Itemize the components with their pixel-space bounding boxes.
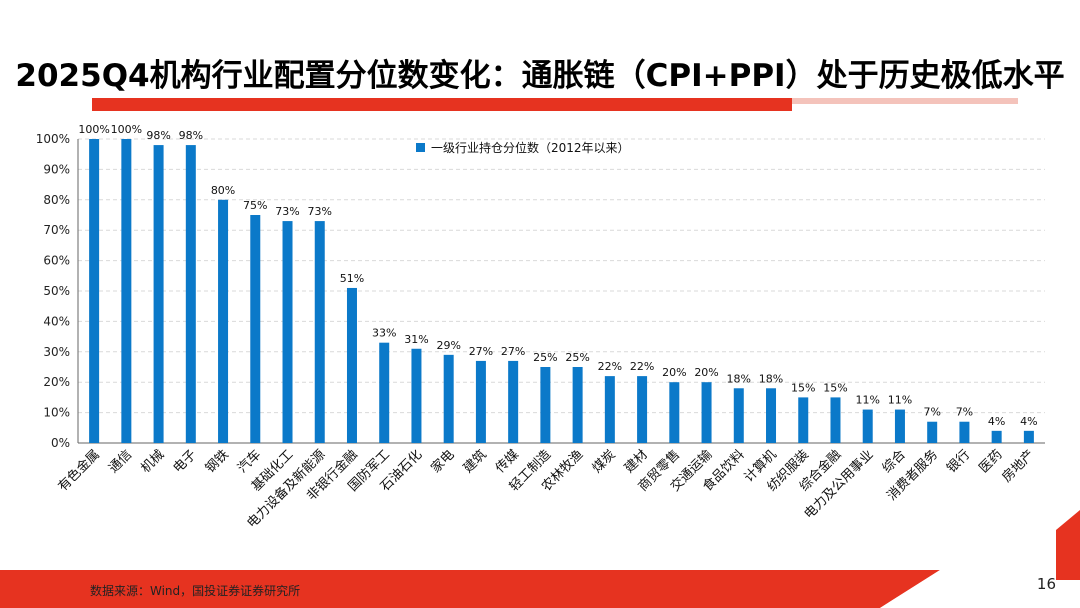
bar [379, 342, 390, 443]
y-tick-label: 20% [43, 375, 70, 389]
data-label: 7% [956, 406, 973, 419]
bar [894, 409, 905, 443]
bar [508, 360, 519, 443]
x-tick-label: 钢铁 [203, 447, 232, 476]
data-label: 33% [372, 327, 396, 340]
y-tick-label: 40% [43, 314, 70, 328]
source-note: 数据来源：Wind，国投证券证券研究所 [90, 584, 301, 598]
y-tick-label: 0% [51, 436, 70, 450]
data-label: 20% [694, 366, 718, 379]
x-tick-label: 电子 [171, 447, 200, 476]
y-tick-label: 10% [43, 406, 70, 420]
y-tick-label: 80% [43, 193, 70, 207]
data-label: 29% [436, 339, 460, 352]
data-label: 25% [533, 351, 557, 364]
bar [991, 430, 1002, 443]
page-title: 2025Q4机构行业配置分位数变化：通胀链（CPI+PPI）处于历史极低水平 [15, 58, 1065, 94]
page-number: 16 [1036, 575, 1056, 593]
bar [89, 139, 100, 443]
bar [250, 215, 261, 443]
bar [572, 367, 583, 443]
data-label: 11% [855, 394, 879, 407]
x-tick-label: 汽车 [234, 447, 264, 477]
footer-band [0, 570, 1080, 608]
data-label: 18% [759, 372, 783, 385]
bar [282, 221, 293, 443]
y-tick-label: 90% [43, 162, 70, 176]
data-label: 22% [630, 360, 654, 373]
bar [766, 388, 777, 443]
data-label: 4% [1020, 415, 1037, 428]
x-tick-label: 房地产 [999, 447, 1038, 486]
data-label: 25% [565, 351, 589, 364]
data-label: 7% [923, 406, 940, 419]
data-label: 75% [243, 199, 267, 212]
data-label: 98% [179, 129, 203, 142]
x-tick-label: 有色金属 [55, 447, 103, 495]
bar [1023, 430, 1034, 443]
data-label: 73% [275, 205, 299, 218]
bar [314, 221, 325, 443]
bar [443, 354, 454, 443]
bar [669, 382, 680, 443]
bar [121, 139, 132, 443]
bar [185, 145, 196, 443]
bar [540, 367, 551, 443]
bar [218, 199, 229, 443]
bar [959, 421, 970, 443]
y-tick-label: 50% [43, 284, 70, 298]
x-tick-label: 家电 [428, 447, 458, 477]
title-underline-light [792, 98, 1018, 104]
data-label: 80% [211, 184, 235, 197]
data-label: 15% [823, 381, 847, 394]
corner-decoration [1056, 510, 1080, 580]
y-tick-label: 60% [43, 254, 70, 268]
x-tick-label: 煤炭 [590, 447, 619, 476]
data-label: 4% [988, 415, 1005, 428]
bar [830, 397, 841, 443]
bar [153, 145, 164, 443]
bar [411, 348, 422, 443]
x-tick-label: 通信 [106, 447, 135, 476]
bar [862, 409, 873, 443]
y-tick-label: 100% [36, 132, 70, 146]
data-label: 15% [791, 381, 815, 394]
x-tick-label: 机械 [138, 447, 167, 476]
data-label: 27% [469, 345, 493, 358]
legend-label: 一级行业持仓分位数（2012年以来） [431, 140, 630, 155]
data-label: 51% [340, 272, 364, 285]
bar [604, 376, 615, 443]
data-label: 18% [727, 372, 751, 385]
bar [798, 397, 809, 443]
legend-swatch [416, 143, 425, 152]
bar-chart: 0%10%20%30%40%50%60%70%80%90%100%100%有色金… [36, 125, 1045, 531]
data-label: 73% [308, 205, 332, 218]
x-tick-label: 建筑 [460, 447, 490, 477]
x-tick-label: 银行 [944, 447, 973, 476]
y-tick-label: 30% [43, 345, 70, 359]
bar [927, 421, 938, 443]
bar [701, 382, 712, 443]
y-tick-label: 70% [43, 223, 70, 237]
data-label: 22% [598, 360, 622, 373]
data-label: 100% [111, 125, 142, 136]
bar [733, 388, 744, 443]
data-label: 27% [501, 345, 525, 358]
bar [475, 360, 486, 443]
bar [637, 376, 648, 443]
data-label: 31% [404, 333, 428, 346]
data-label: 98% [146, 129, 170, 142]
data-label: 11% [888, 394, 912, 407]
data-label: 20% [662, 366, 686, 379]
data-label: 100% [78, 125, 109, 136]
title-underline [92, 98, 792, 111]
bar [346, 287, 357, 443]
